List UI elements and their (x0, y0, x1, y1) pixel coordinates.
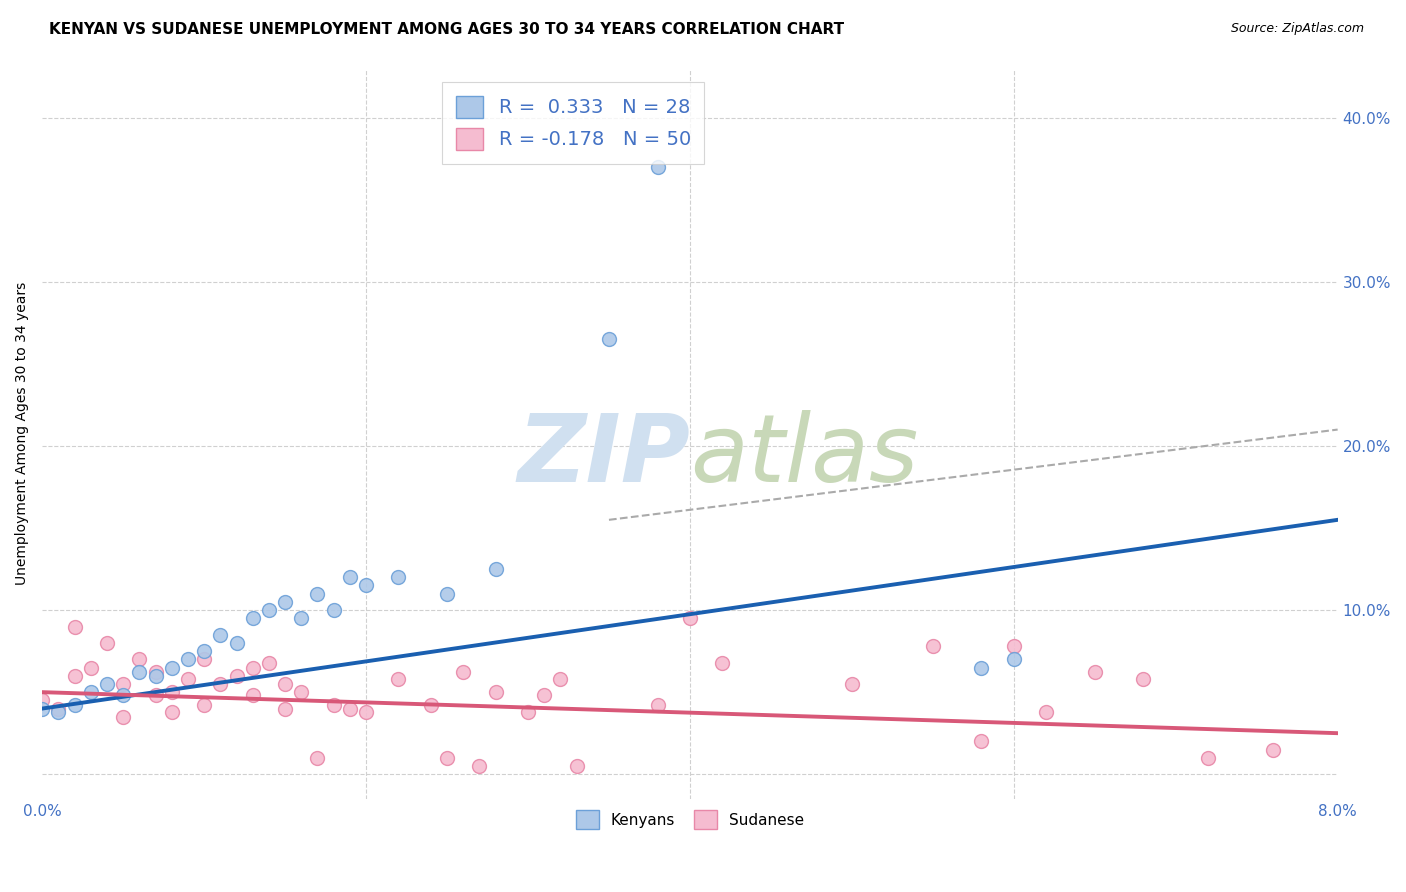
Point (290, 685, 312, 699)
Point (354, 705, 377, 719)
Point (436, 751, 458, 765)
Point (63, 669, 86, 683)
Point (274, 677, 297, 691)
Point (339, 570, 361, 584)
Point (533, 689, 555, 703)
Point (160, 685, 183, 699)
Point (387, 570, 409, 584)
Point (96, 636, 118, 650)
Point (177, 652, 200, 666)
Point (112, 677, 135, 691)
Point (80, 660, 103, 674)
Point (274, 595, 297, 609)
Point (48, 701, 70, 715)
Point (128, 652, 150, 666)
Point (112, 689, 135, 703)
Point (565, 759, 588, 773)
Point (242, 689, 264, 703)
Point (436, 587, 458, 601)
Point (63, 619, 86, 633)
Point (1132, 672, 1154, 686)
Point (468, 759, 491, 773)
Point (1084, 665, 1107, 680)
Point (177, 672, 200, 686)
Point (921, 639, 943, 653)
Point (484, 562, 506, 576)
Text: Source: ZipAtlas.com: Source: ZipAtlas.com (1230, 22, 1364, 36)
Legend: Kenyans, Sudanese: Kenyans, Sudanese (569, 805, 810, 835)
Point (647, 160, 669, 174)
Point (711, 656, 734, 670)
Point (160, 705, 183, 719)
Point (970, 734, 993, 748)
Point (193, 652, 215, 666)
Point (112, 710, 135, 724)
Point (193, 644, 215, 658)
Point (225, 636, 247, 650)
Point (96, 677, 118, 691)
Point (209, 628, 232, 642)
Point (307, 751, 329, 765)
Point (1261, 742, 1284, 756)
Point (419, 698, 441, 713)
Point (145, 669, 167, 683)
Point (322, 603, 344, 617)
Point (193, 698, 215, 713)
Text: ZIP: ZIP (517, 409, 690, 501)
Point (145, 665, 167, 680)
Text: KENYAN VS SUDANESE UNEMPLOYMENT AMONG AGES 30 TO 34 YEARS CORRELATION CHART: KENYAN VS SUDANESE UNEMPLOYMENT AMONG AG… (49, 22, 845, 37)
Point (160, 660, 183, 674)
Point (451, 665, 474, 680)
Point (145, 689, 167, 703)
Point (307, 587, 329, 601)
Point (679, 611, 702, 625)
Point (484, 685, 506, 699)
Point (257, 603, 280, 617)
Point (970, 660, 993, 674)
Point (242, 660, 264, 674)
Point (80, 685, 103, 699)
Point (31, 693, 53, 707)
Point (257, 656, 280, 670)
Point (647, 698, 669, 713)
Point (209, 677, 232, 691)
Point (598, 332, 620, 346)
Point (225, 669, 247, 683)
Point (841, 677, 863, 691)
Text: atlas: atlas (690, 410, 918, 501)
Point (128, 665, 150, 680)
Point (1035, 705, 1057, 719)
Point (387, 672, 409, 686)
Point (322, 698, 344, 713)
Point (550, 672, 572, 686)
Point (1197, 751, 1219, 765)
Point (339, 701, 361, 715)
Point (242, 611, 264, 625)
Point (48, 705, 70, 719)
Point (1002, 652, 1025, 666)
Point (517, 705, 540, 719)
Point (274, 701, 297, 715)
Point (63, 698, 86, 713)
Y-axis label: Unemployment Among Ages 30 to 34 years: Unemployment Among Ages 30 to 34 years (15, 282, 30, 585)
Point (354, 578, 377, 592)
Point (1002, 639, 1025, 653)
Point (290, 611, 312, 625)
Point (31, 701, 53, 715)
